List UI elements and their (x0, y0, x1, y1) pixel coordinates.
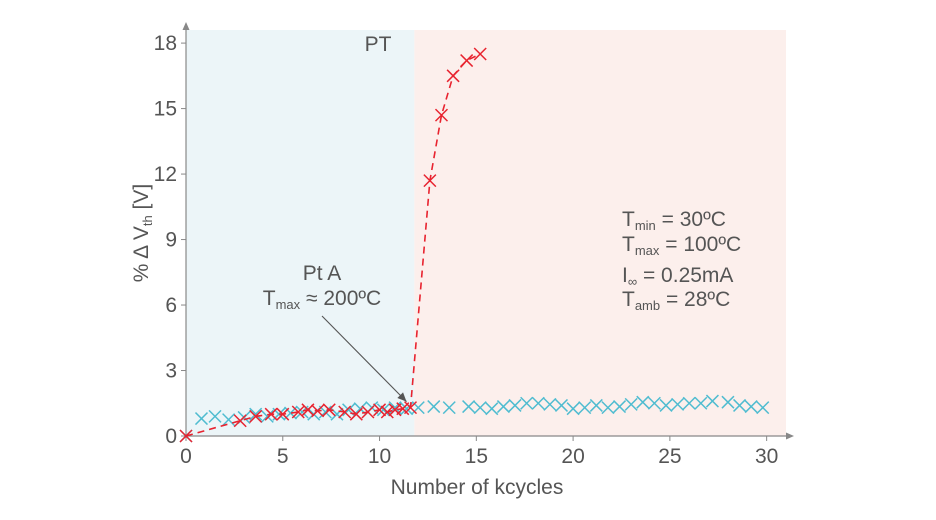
data-point (659, 398, 673, 412)
condition-tamb: Tamb = 28ºC (622, 288, 730, 313)
data-point (338, 405, 352, 419)
axes: 0 5 10 15 20 25 30 0 3 6 9 12 15 18 (154, 22, 794, 468)
data-point (520, 396, 534, 410)
data-point (566, 402, 580, 416)
pt-a-tmax-label: Tmax ≈ 200ºC (263, 287, 381, 312)
y-tick-label: 18 (154, 32, 177, 55)
conditions-box: Tmin = 30ºC Tmax = 100ºC I∞ = 0.25mA Tam… (622, 208, 741, 313)
region-label: PT (365, 33, 392, 56)
data-point (276, 407, 290, 421)
data-point (589, 398, 603, 412)
data-point (233, 414, 247, 428)
condition-tmax: Tmax = 100ºC (622, 233, 741, 258)
data-point (733, 398, 747, 412)
x-tick-label: 25 (658, 445, 681, 468)
data-point (249, 407, 263, 421)
data-point (427, 400, 441, 414)
data-point (434, 108, 449, 122)
pt-a-tmax-sub: max (276, 297, 301, 312)
y-axis-title-sub: th (140, 215, 155, 226)
data-point (756, 401, 770, 415)
data-point (373, 403, 387, 417)
pt-a-arrow (321, 315, 407, 403)
data-point (446, 69, 460, 83)
region-1 (414, 30, 786, 436)
y-tick-label: 9 (165, 229, 177, 252)
data-point (376, 403, 390, 417)
data-point (361, 405, 375, 419)
data-point (380, 405, 394, 419)
data-point (460, 54, 474, 68)
y-tick-label: 3 (165, 360, 177, 383)
data-point (721, 395, 735, 409)
y-tick-label: 15 (154, 98, 177, 121)
x-tick-label: 20 (561, 445, 584, 468)
data-point (613, 400, 627, 414)
x-tick-label: 10 (368, 445, 391, 468)
x-tick-label: 15 (465, 445, 488, 468)
data-point (531, 396, 545, 410)
data-point (485, 402, 499, 416)
data-point (543, 397, 557, 411)
data-point (636, 395, 650, 409)
data-point (671, 397, 685, 411)
data-point (496, 400, 510, 414)
data-point (249, 409, 263, 423)
data-point (194, 412, 209, 426)
x-tick-label: 0 (180, 445, 192, 468)
data-point (423, 174, 437, 188)
background-regions (186, 30, 786, 436)
data-point (624, 397, 638, 411)
y-axis-title-prefix: % Δ V (130, 226, 153, 282)
data-point (260, 409, 274, 423)
data-point (311, 404, 325, 418)
condition-current: I∞ = 0.25mA (622, 264, 733, 289)
data-point (179, 429, 193, 443)
data-point (403, 401, 418, 415)
y-tick-label: 6 (165, 294, 177, 317)
pt-a-tmax-main: T (263, 287, 276, 310)
data-point (554, 398, 569, 412)
data-point (682, 396, 696, 410)
y-tick-label: 12 (154, 163, 177, 186)
data-point (208, 409, 222, 423)
pt-a-tmax-rest: ≈ 200ºC (300, 287, 381, 310)
data-point (473, 401, 487, 415)
arrow-line (321, 315, 407, 403)
data-point (442, 401, 456, 415)
y-axis-title-suffix: [V] (130, 184, 153, 216)
pt-a-label: Pt A (303, 262, 342, 285)
arrow-head (397, 392, 407, 402)
x-tick-label: 30 (755, 445, 778, 468)
data-point (744, 400, 758, 414)
y-axis-title: % Δ Vth [V] (130, 184, 155, 282)
x-tick-label: 5 (277, 445, 289, 468)
data-point (705, 394, 719, 408)
data-point (473, 47, 487, 61)
series-layer (179, 47, 770, 443)
data-point (322, 403, 336, 417)
y-axis-arrow (182, 22, 190, 30)
data-point (508, 398, 522, 412)
data-point (694, 396, 708, 410)
data-point (264, 407, 278, 421)
data-point (578, 401, 592, 415)
data-point (601, 401, 615, 415)
region-0 (186, 30, 415, 436)
y-tick-label: 0 (165, 425, 177, 448)
data-point (349, 407, 363, 421)
x-axis-arrow (786, 432, 794, 440)
data-point (462, 400, 476, 414)
condition-tmin: Tmin = 30ºC (622, 208, 726, 233)
x-axis-title: Number of kcycles (391, 476, 564, 499)
series-0 (179, 47, 487, 443)
data-point (647, 396, 661, 410)
